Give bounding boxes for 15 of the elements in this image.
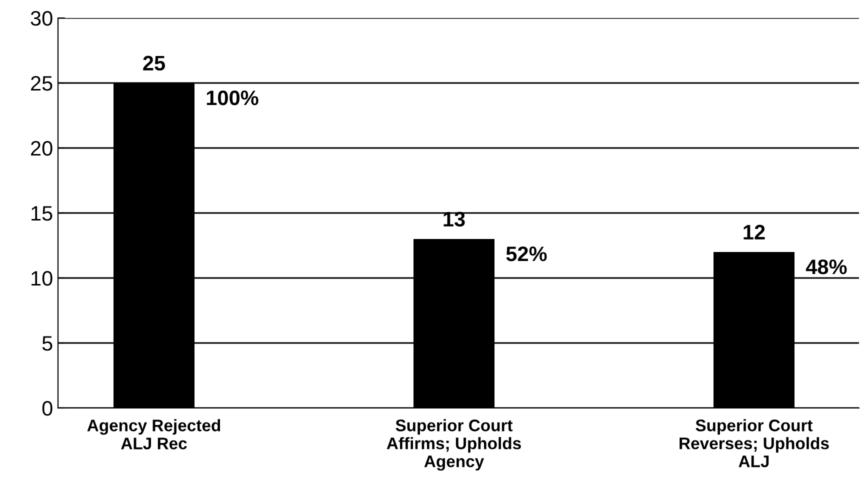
annotation: 48% <box>806 260 847 274</box>
y-tick-label: 20 <box>31 141 52 156</box>
y-tick-label: 5 <box>42 336 52 351</box>
data-label: 12 <box>744 224 765 240</box>
y-tick-label: 25 <box>31 76 52 91</box>
y-tick-label: 15 <box>32 206 52 221</box>
data-label: 25 <box>143 56 166 71</box>
annotation: 52% <box>506 246 547 262</box>
annotation: 100% <box>206 90 258 106</box>
y-tick-label: 0 <box>42 401 52 416</box>
x-tick-label: Agency Rejected ALJ Rec <box>87 419 220 450</box>
x-tick-label: Superior Court Affirms; Upholds Agency <box>386 419 521 471</box>
y-tick-label: 30 <box>30 11 52 26</box>
x-tick-label: Superior Court Reverses; Upholds ALJ <box>680 419 829 468</box>
y-tick-label: 10 <box>32 271 52 286</box>
